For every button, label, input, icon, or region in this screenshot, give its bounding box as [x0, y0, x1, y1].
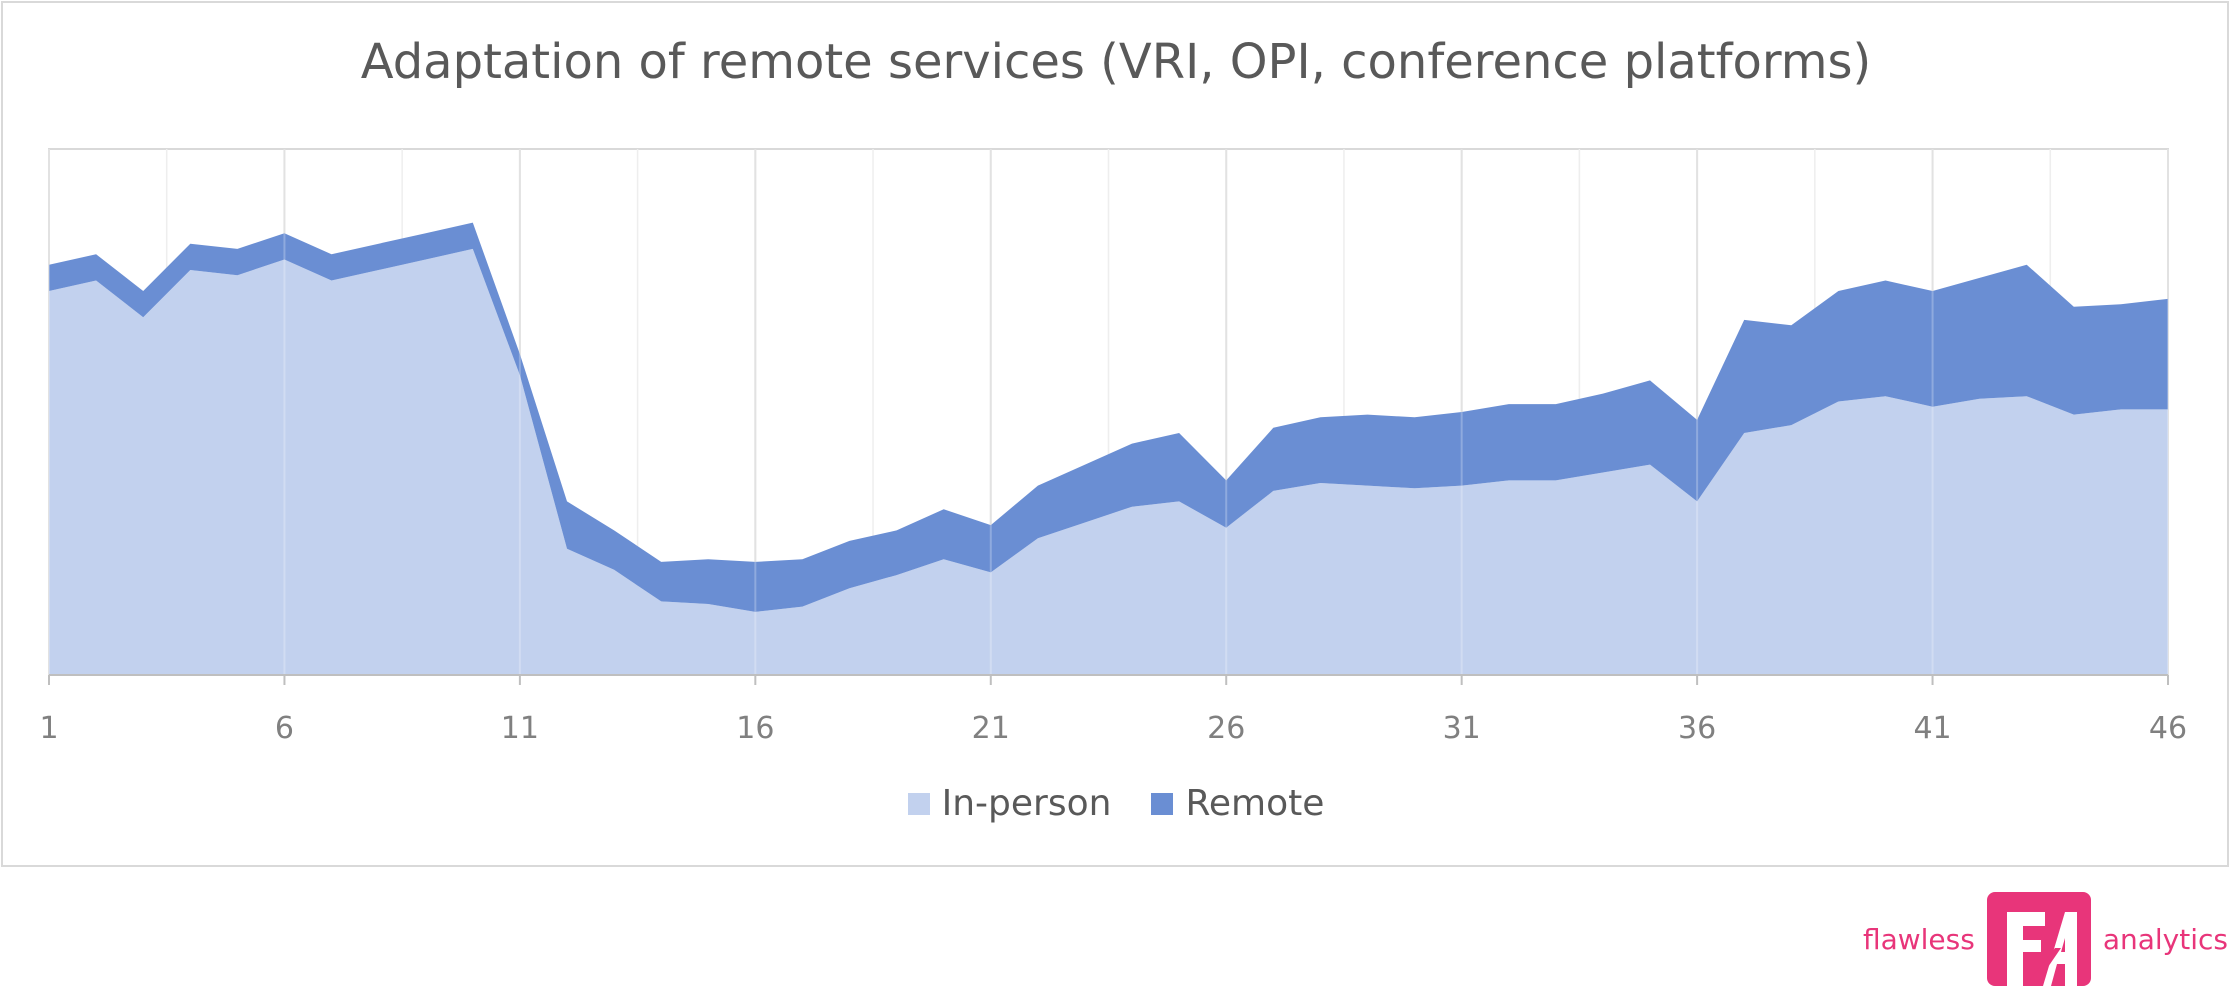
- brand-text-left: flawless: [1862, 922, 1975, 956]
- x-axis: 1 6 11 16 21 26 31 36 41 46: [39, 674, 2187, 746]
- legend: In-person Remote: [0, 783, 2232, 824]
- flawless-analytics-logo-icon: [1986, 892, 2091, 986]
- x-tick-label: 46: [2149, 711, 2187, 746]
- x-tick-label: 41: [1913, 711, 1951, 746]
- area-remote: [49, 222, 2168, 612]
- area-in-person: [49, 248, 2168, 675]
- brand-text-right: analytics: [2102, 922, 2228, 956]
- legend-item-remote: Remote: [1151, 783, 1324, 824]
- x-tick-label: 1: [39, 711, 58, 746]
- x-tick-label: 16: [736, 711, 774, 746]
- x-tick-label: 21: [972, 711, 1010, 746]
- brand-logo-block: flawless analytics: [1863, 892, 2228, 986]
- x-tick-label: 11: [501, 711, 539, 746]
- legend-label-remote: Remote: [1185, 783, 1325, 824]
- legend-item-in-person: In-person: [907, 783, 1112, 824]
- x-tick-label: 6: [275, 711, 294, 746]
- legend-swatch-remote: [1151, 792, 1174, 815]
- legend-swatch-in-person: [907, 792, 930, 815]
- legend-label-in-person: In-person: [941, 783, 1112, 824]
- x-tick-label: 31: [1443, 711, 1481, 746]
- x-tick-label: 26: [1207, 711, 1245, 746]
- area-series: [48, 149, 2169, 675]
- x-tick-label: 36: [1678, 711, 1716, 746]
- chart-title: Adaptation of remote services (VRI, OPI,…: [360, 34, 1872, 90]
